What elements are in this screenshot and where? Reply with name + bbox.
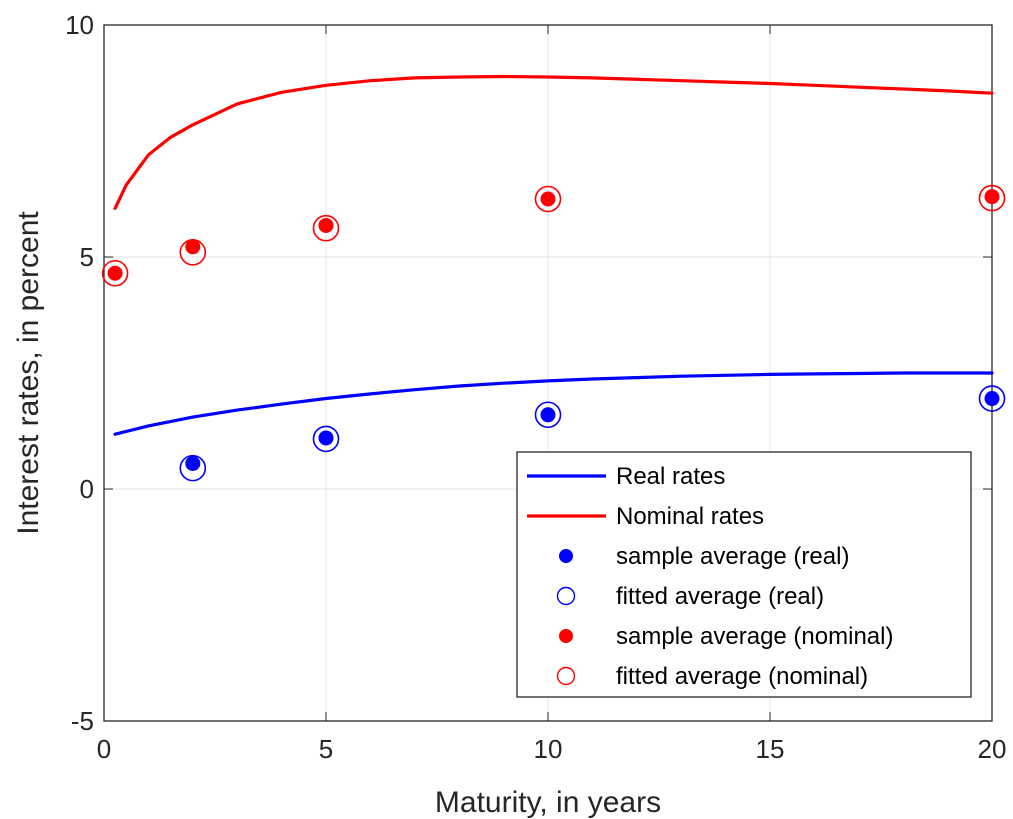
y-tick-label: -5	[71, 706, 94, 736]
point-sample-average-real	[984, 391, 1000, 407]
legend-label-sample-average-real: sample average (real)	[616, 543, 849, 570]
point-fitted-average-real	[978, 385, 1006, 412]
x-axis-title: Maturity, in years	[435, 786, 661, 819]
point-fitted-average-nominal	[312, 214, 340, 242]
y-axis-title: Interest rates, in percent	[12, 211, 45, 535]
legend-label-fitted-average-nominal: fitted average (nominal)	[616, 663, 868, 690]
x-tick-label: 5	[319, 734, 333, 764]
series-layer	[101, 74, 1006, 482]
point-fitted-average-nominal	[101, 259, 129, 287]
legend: Real rates Nominal rates sample average (r…	[516, 451, 972, 698]
legend-swatch-sample-average-nominal	[559, 629, 573, 643]
point-fitted-average-real	[179, 454, 207, 482]
point-sample-average-nominal	[318, 217, 334, 233]
point-fitted-average-real	[312, 425, 340, 453]
point-sample-average-nominal	[540, 191, 556, 207]
point-fitted-average-real	[534, 401, 562, 429]
point-sample-average-nominal	[107, 265, 123, 281]
legend-swatch-sample-average-real	[559, 549, 573, 563]
point-sample-average-real	[318, 430, 334, 446]
x-tick-label: 15	[756, 734, 785, 764]
point-sample-average-nominal	[984, 189, 1000, 205]
x-tick-label: 20	[978, 734, 1007, 764]
point-fitted-average-nominal	[978, 184, 1006, 212]
legend-label-real-rates: Real rates	[616, 463, 725, 490]
legend-label-nominal-rates: Nominal rates	[616, 503, 764, 530]
legend-label-sample-average-nominal: sample average (nominal)	[616, 623, 893, 650]
point-fitted-average-nominal	[179, 239, 207, 266]
x-tick-label: 0	[97, 734, 111, 764]
x-tick-label: 10	[534, 734, 563, 764]
point-sample-average-nominal	[185, 239, 201, 255]
y-tick-label: 5	[80, 242, 94, 272]
point-sample-average-real	[540, 407, 556, 423]
point-fitted-average-nominal	[534, 185, 562, 213]
legend-swatch-fitted-average-nominal	[556, 666, 576, 686]
legend-box	[516, 451, 972, 698]
y-tick-label: 10	[65, 10, 94, 40]
legend-swatch-fitted-average-real	[556, 586, 576, 606]
series-line-nominal-rates	[113, 74, 994, 210]
point-sample-average-real	[185, 455, 201, 471]
y-tick-label: 0	[80, 474, 94, 504]
legend-label-fitted-average-real: fitted average (real)	[616, 583, 824, 610]
series-line-real-rates	[113, 371, 994, 436]
